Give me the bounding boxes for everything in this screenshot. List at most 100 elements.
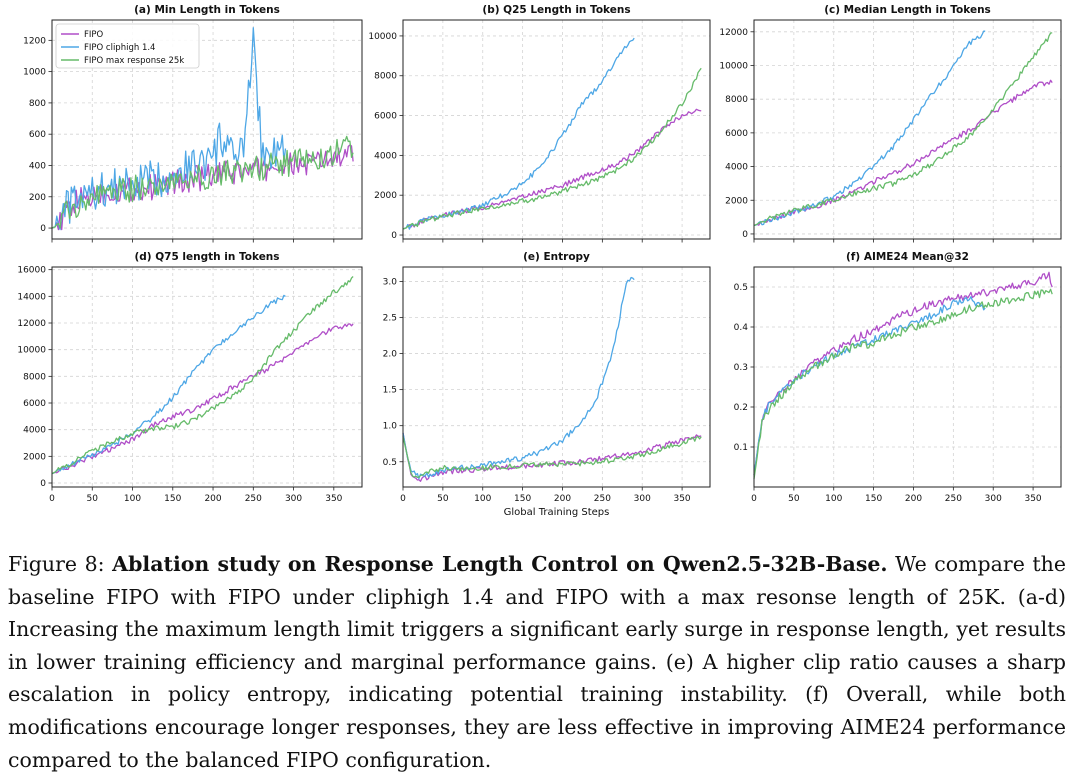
x-tick-label: 250	[245, 494, 262, 504]
legend-label-2: FIPO cliphigh 1.4	[84, 43, 155, 53]
y-tick-label: 0.4	[734, 323, 749, 333]
caption-label: Figure 8:	[8, 552, 105, 576]
x-tick-label: 50	[87, 494, 99, 504]
y-tick-label: 0.5	[734, 283, 748, 293]
x-tick-label: 150	[164, 494, 181, 504]
y-tick-label: 16000	[17, 266, 46, 276]
series-line-2	[402, 276, 635, 480]
y-tick-label: 2000	[725, 196, 748, 206]
y-tick-label: 1200	[23, 36, 46, 46]
series-line-1	[402, 432, 702, 482]
axes-frame	[51, 266, 363, 488]
chart-panel-4: (d) Q75 length in Tokens 0 50 100 150 200 250 3…	[17, 251, 363, 504]
series-line-1	[402, 108, 702, 230]
y-tick-label: 3.0	[383, 277, 398, 287]
axes-frame	[753, 19, 1062, 240]
axes-frame	[753, 266, 1062, 488]
x-tick-label: 0	[49, 494, 55, 504]
chart-title: (f) AIME24 Mean@32	[846, 251, 969, 263]
axes-frame	[402, 266, 711, 488]
x-tick-label: 250	[594, 494, 611, 504]
x-axis-label: Global Training Steps	[504, 507, 610, 518]
y-tick-label: 4000	[725, 163, 748, 173]
x-tick-label: 300	[285, 494, 302, 504]
x-tick-label: 350	[673, 494, 690, 504]
y-tick-label: 800	[29, 99, 46, 109]
series-line-3	[753, 288, 1053, 480]
series-line-1	[51, 323, 354, 475]
x-tick-label: 200	[554, 494, 571, 504]
chart-panel-5: (e) Entropy 0 50 100 150 200 250 300 350 0.5 1.0 1.…	[383, 251, 711, 518]
chart-title: (a) Min Length in Tokens	[134, 4, 280, 16]
x-tick-label: 100	[474, 494, 491, 504]
y-tick-label: 0	[391, 231, 397, 241]
x-tick-label: 0	[751, 494, 757, 504]
x-tick-label: 100	[124, 494, 141, 504]
chart-panel-3: (c) Median Length in Tokens 0 2000 4000 6000…	[719, 4, 1062, 243]
chart-title: (d) Q75 length in Tokens	[134, 251, 279, 263]
y-tick-label: 4000	[23, 426, 46, 436]
series-line-2	[753, 296, 986, 476]
x-tick-label: 300	[985, 494, 1002, 504]
legend-box	[55, 23, 200, 69]
y-tick-label: 8000	[374, 72, 397, 82]
y-tick-label: 2000	[23, 452, 46, 462]
caption-body: We compare the baseline FIPO with FIPO u…	[8, 552, 1066, 772]
series-line-2	[753, 30, 986, 227]
chart-title: (b) Q25 Length in Tokens	[482, 4, 630, 16]
x-tick-label: 350	[1024, 494, 1041, 504]
y-tick-label: 8000	[725, 95, 748, 105]
series-line-1	[753, 79, 1053, 227]
y-tick-label: 6000	[23, 399, 46, 409]
axes-frame	[402, 19, 711, 240]
chart-title: (e) Entropy	[523, 251, 590, 263]
y-tick-label: 0	[742, 230, 748, 240]
y-tick-label: 0.3	[734, 363, 748, 373]
y-tick-label: 600	[29, 130, 46, 140]
y-tick-label: 14000	[17, 292, 46, 302]
y-tick-label: 0.2	[734, 403, 748, 413]
y-tick-label: 2.5	[383, 313, 397, 323]
y-tick-label: 0.5	[383, 458, 397, 468]
chart-title: (c) Median Length in Tokens	[824, 4, 991, 16]
y-tick-label: 0.1	[734, 443, 748, 453]
y-tick-label: 2000	[374, 191, 397, 201]
y-tick-label: 8000	[23, 372, 46, 382]
x-tick-label: 200	[204, 494, 221, 504]
chart-panel-1: (a) Min Length in Tokens 0 200 400 600 800 100…	[23, 4, 363, 243]
legend-label-3: FIPO max response 25k	[84, 56, 184, 66]
y-tick-label: 6000	[374, 112, 397, 122]
y-tick-label: 400	[29, 161, 46, 171]
x-tick-label: 50	[437, 494, 449, 504]
y-tick-label: 1000	[23, 68, 46, 78]
y-tick-label: 6000	[725, 129, 748, 139]
x-tick-label: 250	[945, 494, 962, 504]
y-tick-label: 0	[40, 224, 46, 234]
caption-bold-title: Ablation study on Response Length Contro…	[112, 552, 888, 576]
x-tick-label: 0	[400, 494, 406, 504]
legend-label-1: FIPO	[84, 30, 104, 40]
chart-panel-6: (f) AIME24 Mean@32 0 50 100 150 200 250 300 350 0…	[734, 251, 1062, 504]
series-line-3	[753, 32, 1053, 227]
x-tick-label: 50	[788, 494, 800, 504]
x-tick-label: 100	[825, 494, 842, 504]
series-line-2	[51, 294, 286, 475]
series-line-3	[402, 67, 702, 230]
series-line-3	[51, 276, 354, 475]
y-tick-label: 10000	[17, 346, 46, 356]
y-tick-label: 12000	[17, 319, 46, 329]
x-tick-label: 200	[905, 494, 922, 504]
x-tick-label: 350	[325, 494, 342, 504]
x-tick-label: 150	[865, 494, 882, 504]
y-tick-label: 1.5	[383, 386, 397, 396]
chart-panel-2: (b) Q25 Length in Tokens 0 2000 4000 6000 800…	[368, 4, 711, 243]
y-tick-label: 10000	[719, 61, 748, 71]
x-tick-label: 300	[634, 494, 651, 504]
axes-frame	[51, 19, 363, 240]
y-tick-label: 1.0	[383, 422, 398, 432]
y-tick-label: 200	[29, 193, 46, 203]
y-tick-label: 0	[40, 479, 46, 489]
y-tick-label: 10000	[368, 32, 397, 42]
figure-panels: (a) Min Length in Tokens 0 200 400 600 800 100…	[17, 4, 1062, 518]
y-tick-label: 4000	[374, 151, 397, 161]
